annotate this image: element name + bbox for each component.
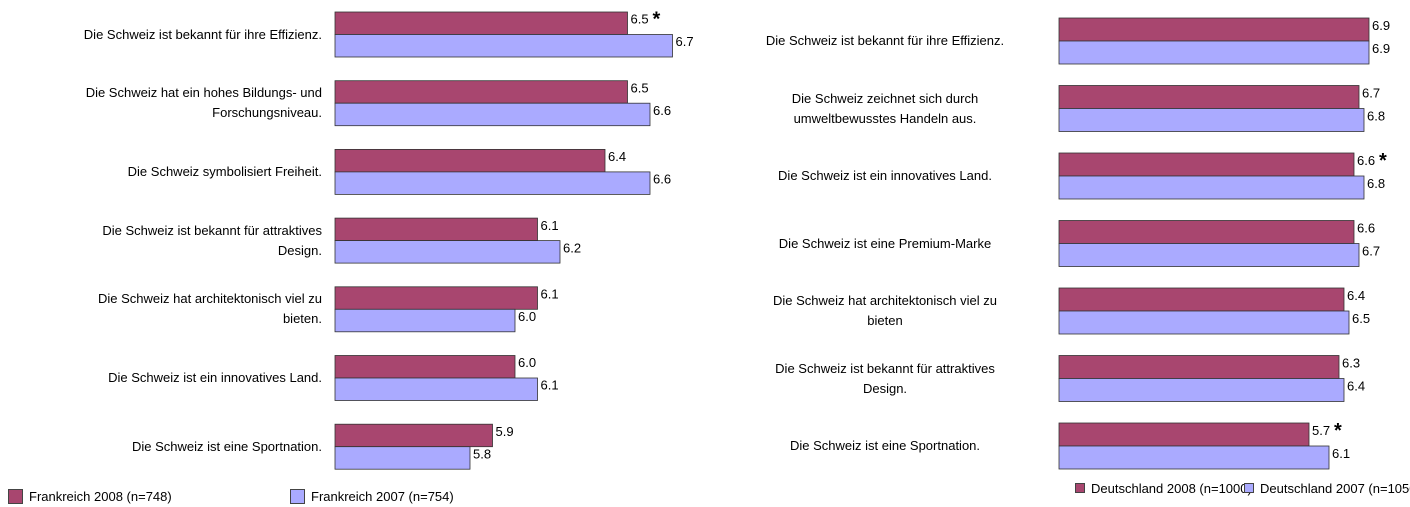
category-label: Die Schweiz ist bekannt für ihre Effizie… [83,26,322,42]
legend-label: Deutschland 2007 (n=1050) [1260,480,1410,496]
category-label: Die Schweiz hat ein hohes Bildungs- und … [85,85,322,121]
bar [334,446,471,470]
category-label: Die Schweiz hat architektonisch viel zu … [98,291,322,327]
legend-swatch [8,488,23,504]
bar [1058,445,1330,470]
bar [334,11,628,35]
bar [1058,310,1350,335]
significance-mark: * [1379,150,1387,172]
category-label: Die Schweiz ist eine Sportnation. [789,438,981,453]
significance-mark: * [653,9,661,31]
value-label: 6.2 [563,240,581,255]
legend-swatch [1075,483,1085,493]
category-label: Die Schweiz ist ein innovatives Land. [108,370,322,385]
value-label: 6.4 [1347,288,1365,303]
value-label: 6.1 [541,286,559,301]
significance-mark: * [1334,420,1342,442]
value-label: 6.8 [1367,108,1385,123]
bar [1058,152,1355,177]
bar [1058,40,1370,65]
value-label: 6.9 [1372,18,1390,33]
value-label: 6.5 [1352,311,1370,326]
bar [334,286,538,310]
bar [1058,17,1370,42]
category-label: Die Schweiz zeichnet sich durch umweltbe… [791,90,979,126]
bar [1058,287,1345,312]
category-label: Die Schweiz ist ein innovatives Land. [778,168,992,183]
bar [334,148,606,173]
category-label: Die Schweiz hat architektonisch viel zu … [773,293,997,328]
value-label: 6.6 [653,172,671,187]
value-label: 6.6 [1357,220,1375,235]
bar [1058,355,1340,379]
bar [334,423,493,448]
bar [1058,85,1360,109]
legend-label: Frankreich 2008 (n=748) [29,488,172,504]
legend-swatch [290,488,305,504]
bar [334,355,516,379]
category-label: Die Schweiz ist eine Sportnation. [131,438,322,454]
bar [334,377,538,401]
value-label: 6.5 [631,80,649,95]
value-label: 6.1 [541,378,559,393]
category-label: Die Schweiz ist bekannt für ihre Effizie… [765,33,1005,48]
value-label: 6.3 [1342,355,1360,370]
bar [1058,108,1365,132]
category-label: Die Schweiz symbolisiert Freiheit. [127,163,322,179]
value-label: 6.5 [631,12,649,27]
legend-item: Deutschland 2007 (n=1050) [1244,479,1410,497]
legend-label: Frankreich 2007 (n=754) [311,488,454,504]
bar [334,34,673,58]
value-label: 5.8 [473,446,491,461]
value-label: 6.1 [1332,446,1350,461]
bar [334,217,538,242]
value-label: 5.9 [496,424,514,439]
value-label: 6.6 [653,103,671,118]
value-label: 5.7 [1312,423,1330,438]
legend-item: Frankreich 2008 (n=748) [8,487,172,505]
value-label: 6.1 [541,218,559,233]
bar [334,308,516,333]
legend-item: Frankreich 2007 (n=754) [290,487,454,505]
category-label: Die Schweiz ist bekannt für attraktives … [102,222,322,258]
bar [1058,220,1355,244]
value-label: 6.7 [1362,243,1380,258]
value-label: 6.7 [676,34,694,49]
bar [1058,422,1310,447]
legend-label: Deutschland 2008 (n=1000) [1091,480,1252,496]
bar [1058,378,1345,402]
bar [334,80,628,104]
value-label: 6.8 [1367,176,1385,191]
bar [334,171,651,195]
value-label: 6.4 [608,149,626,164]
value-label: 6.0 [518,309,536,324]
bar [1058,175,1365,200]
bar [334,102,651,127]
legend-item: Deutschland 2008 (n=1000) [1075,479,1252,497]
category-label: Die Schweiz ist bekannt für attraktives … [775,360,995,396]
legend-swatch [1244,483,1254,493]
value-label: 6.0 [518,355,536,370]
value-label: 6.9 [1372,41,1390,56]
value-label: 6.7 [1362,85,1380,100]
bar [1058,243,1360,267]
value-label: 6.6 [1357,153,1375,168]
value-label: 6.4 [1347,378,1365,393]
bar [334,240,561,264]
category-label: Die Schweiz ist eine Premium-Marke [778,235,992,251]
